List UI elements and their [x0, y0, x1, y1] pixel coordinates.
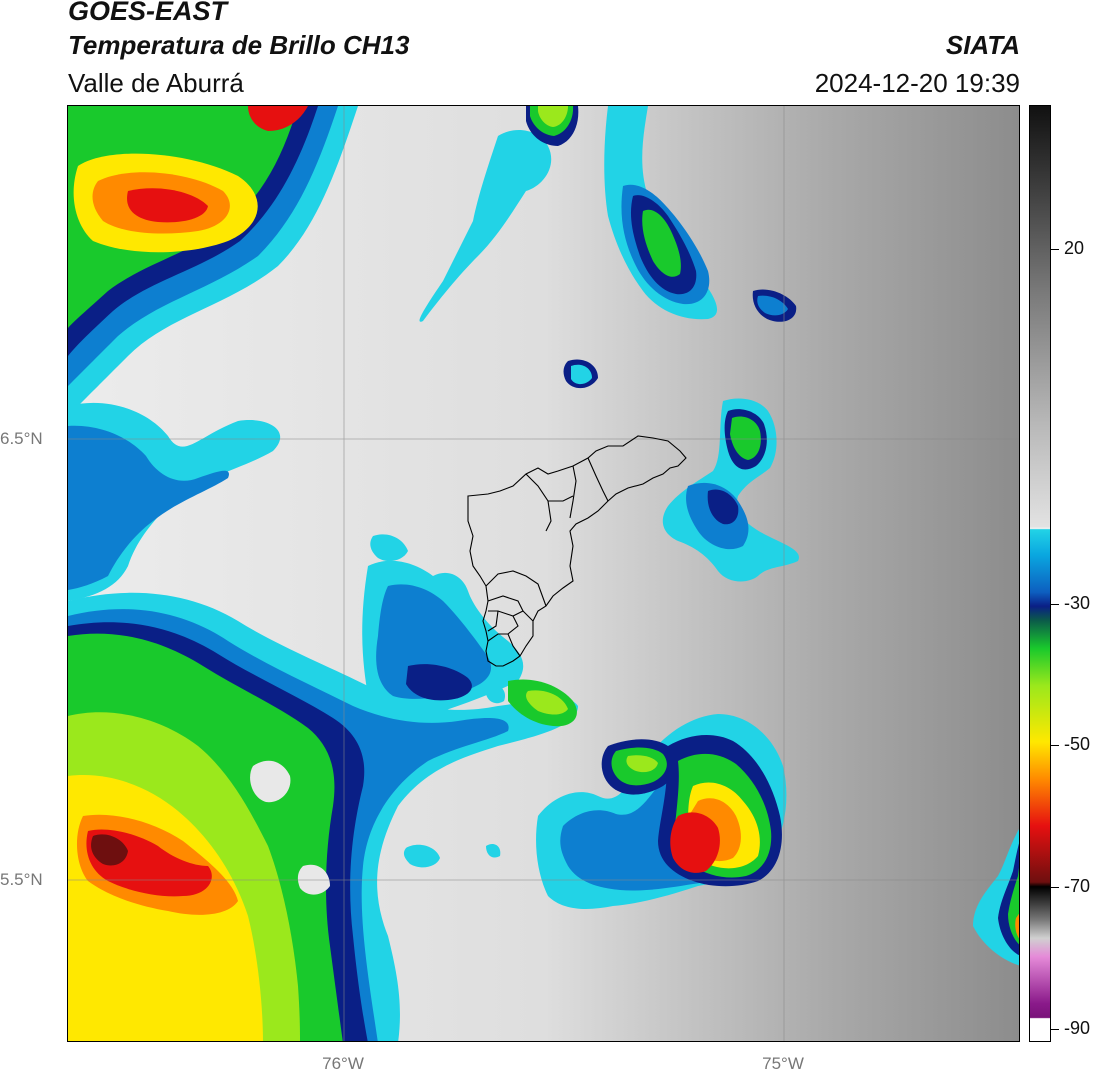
timestamp-label: 2024-12-20 19:39 [814, 68, 1020, 98]
region-subtitle: Valle de Aburrá [68, 68, 244, 98]
small-cloud-cells [403, 685, 506, 868]
cloud-bottom-left [68, 592, 578, 1041]
cloud-top-center [419, 106, 598, 389]
colorbar-tick [1051, 745, 1059, 746]
colorbar-label: -70 [1064, 876, 1091, 896]
temperature-colorbar [1029, 105, 1051, 1042]
cloud-top-right [604, 106, 797, 322]
colorbar-gradient [1030, 106, 1050, 1041]
satellite-map[interactable] [67, 105, 1020, 1042]
colorbar-tick [1051, 887, 1059, 888]
lon-label-75w: 75°W [762, 1054, 804, 1073]
colorbar-tick [1051, 604, 1059, 605]
valle-de-aburra-boundaries [467, 435, 687, 667]
cloud-bottom-right [536, 714, 787, 909]
cloud-far-right [973, 829, 1019, 966]
colorbar-label: -50 [1064, 734, 1091, 754]
lon-label-76w: 76°W [322, 1054, 364, 1073]
colorbar-label: -90 [1064, 1018, 1091, 1038]
lat-label-6-5: 6.5°N [0, 429, 43, 448]
colorbar-tick [1051, 249, 1059, 250]
product-title: Temperatura de Brillo CH13 [68, 30, 410, 60]
colorbar-tick [1051, 1029, 1059, 1030]
map-canvas [68, 106, 1019, 1041]
cloud-top-left [68, 106, 358, 416]
organization-label: SIATA [945, 30, 1020, 60]
colorbar-label: -30 [1064, 593, 1091, 613]
cloud-center [362, 534, 577, 727]
lat-label-5-5: 5.5°N [0, 870, 43, 889]
cloud-right-mid [662, 398, 799, 582]
cloud-left-band [68, 402, 281, 601]
colorbar-label: 20 [1064, 238, 1085, 258]
satellite-title: GOES-EAST [68, 0, 228, 26]
gridlines [68, 106, 1019, 1041]
